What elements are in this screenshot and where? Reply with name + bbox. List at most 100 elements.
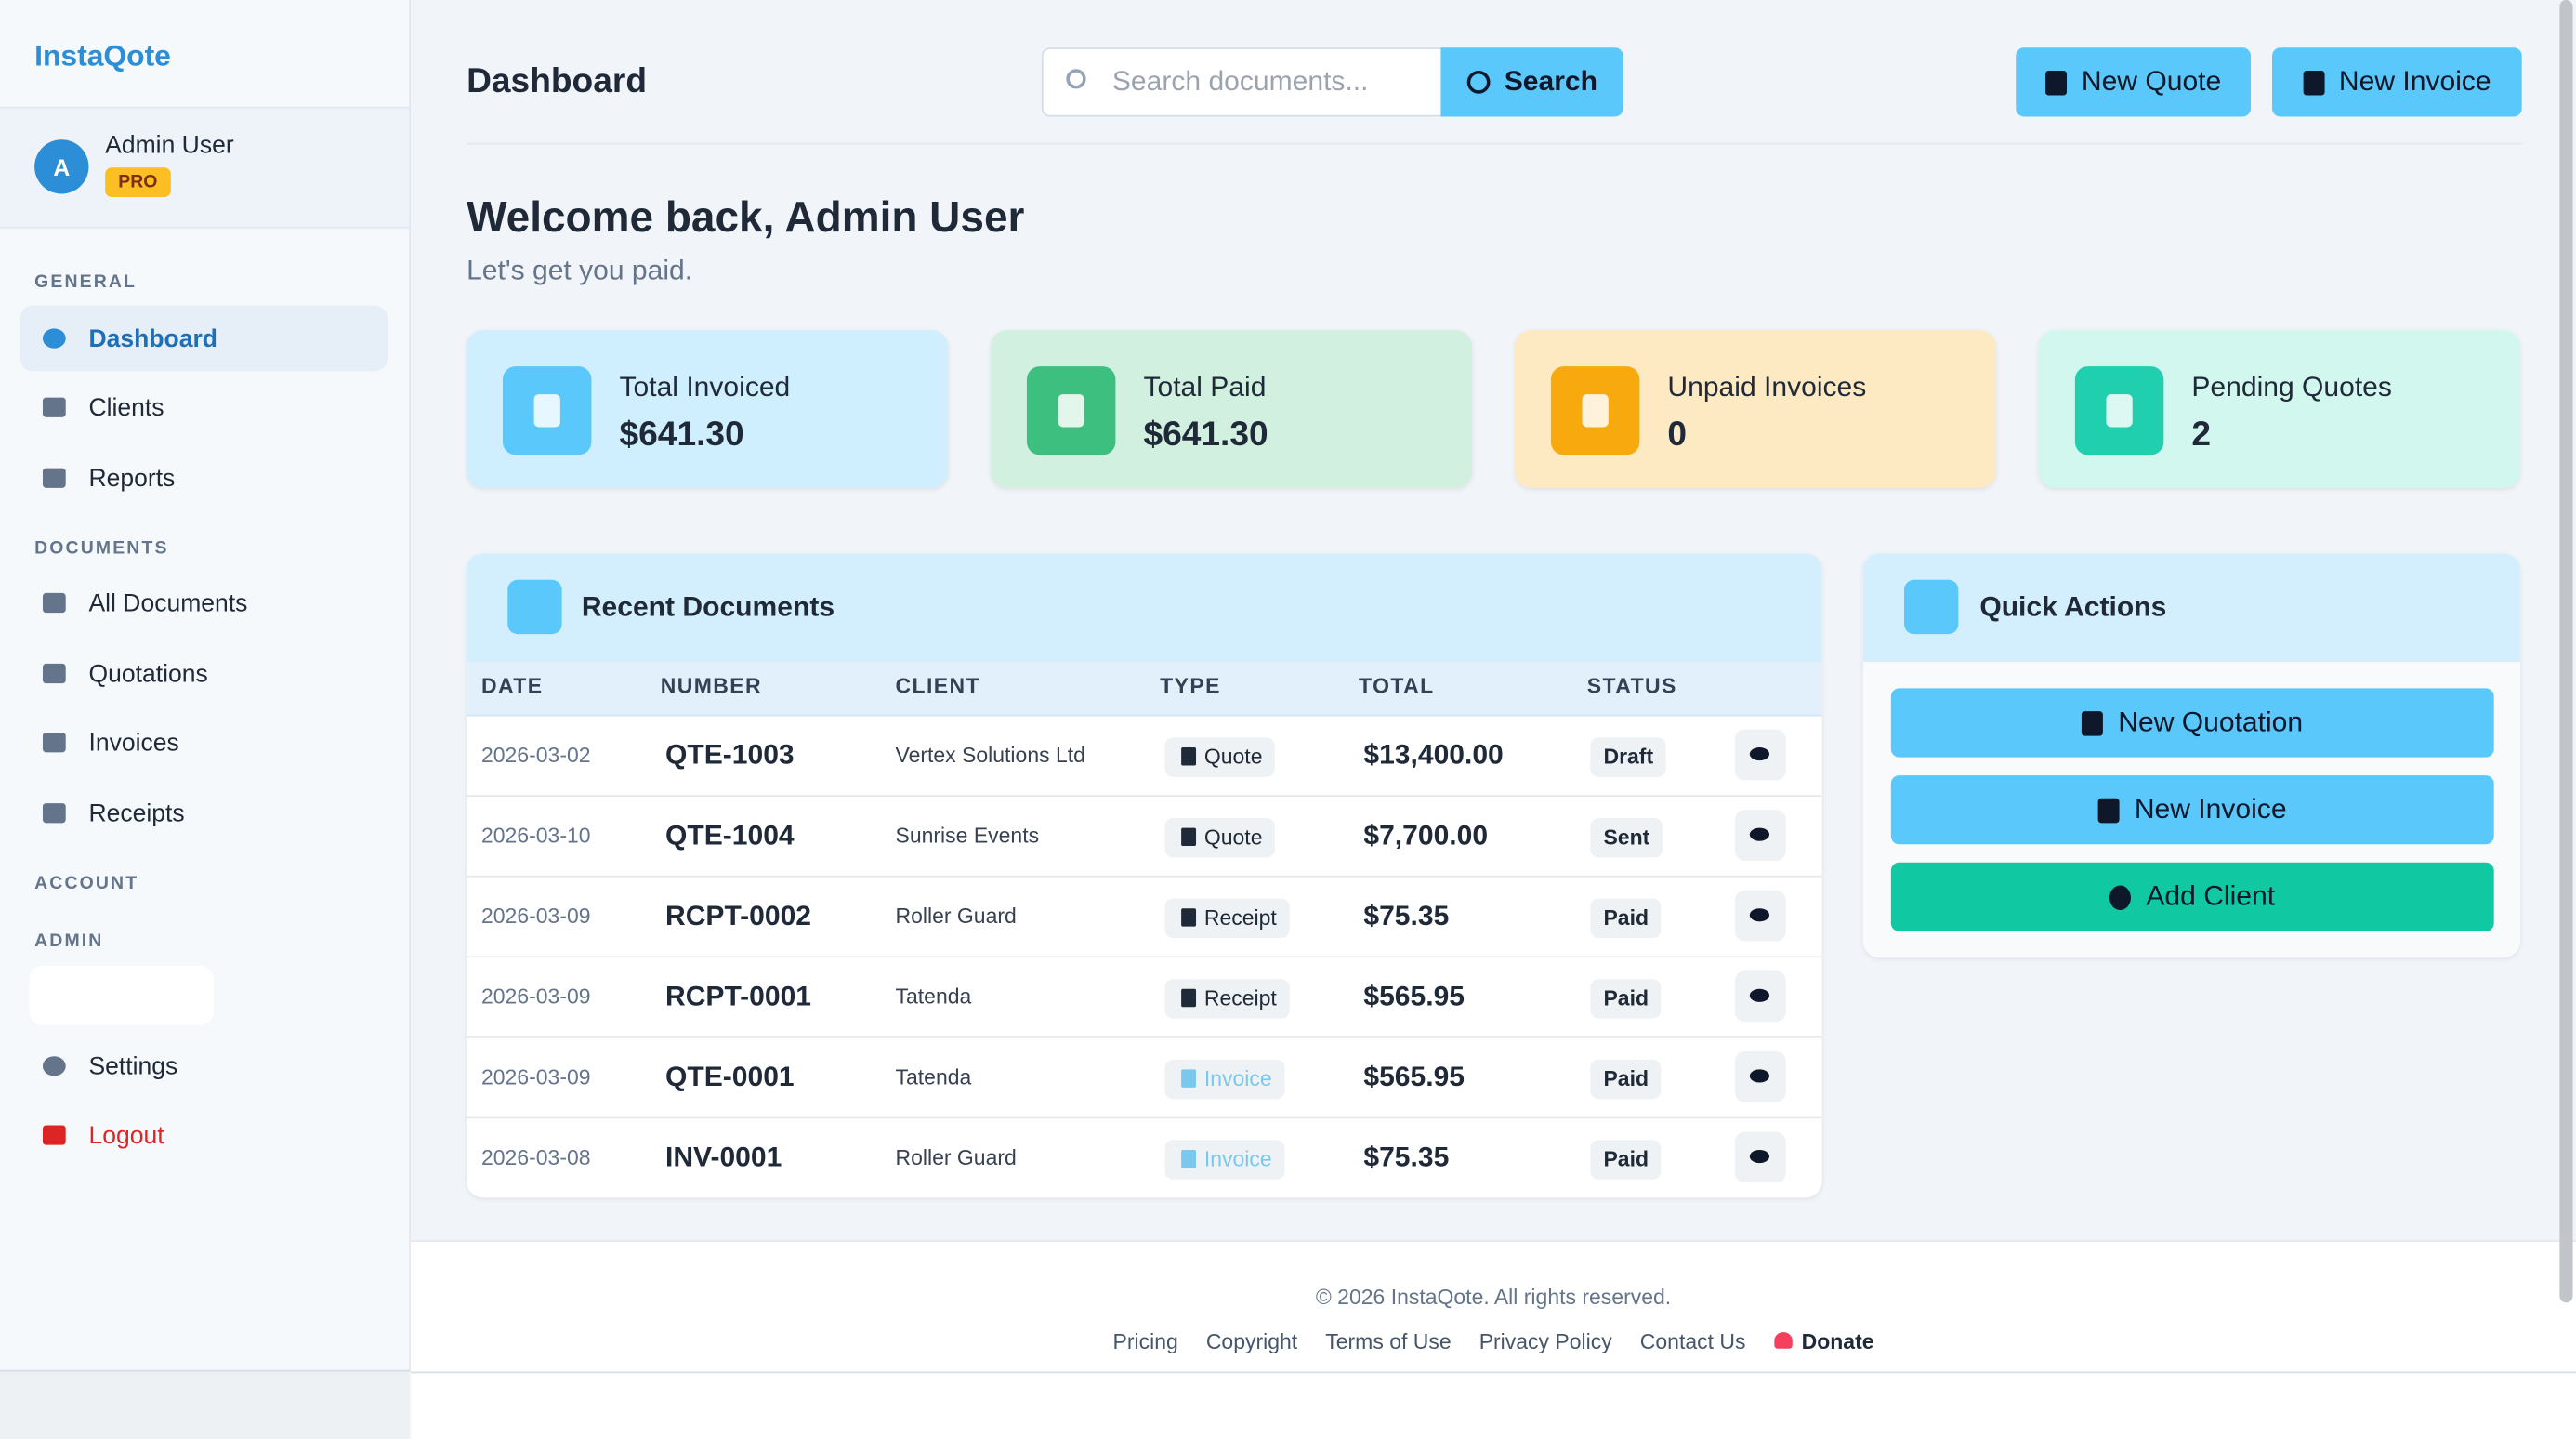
link-label: Terms of Use	[1325, 1328, 1452, 1354]
section-heading: DOCUMENTS	[34, 538, 169, 559]
nav-item[interactable]: Clients	[20, 375, 388, 441]
client: Roller Guard	[895, 1144, 1017, 1170]
nav-item[interactable]: Reports	[20, 445, 388, 511]
footer	[410, 1240, 2576, 1374]
stat-label: Total Invoiced	[619, 371, 791, 403]
footer-link[interactable]: Pricing	[1113, 1329, 1178, 1354]
view-button[interactable]	[1734, 970, 1786, 1023]
stat-card: Unpaid Invoices 0	[1515, 330, 1996, 488]
document-number[interactable]: RCPT-0001	[664, 980, 812, 1012]
table-row: 2026-03-08 INV-0001 Roller Guard Invoice $75…	[467, 1118, 1822, 1198]
eye-icon	[1749, 827, 1770, 841]
date: 2026-03-09	[480, 1064, 591, 1089]
footer-link[interactable]: Copyright	[1206, 1329, 1297, 1354]
column-header: STATUS	[1586, 673, 1677, 699]
footer-link[interactable]: Donate	[1773, 1328, 1874, 1354]
footer-link[interactable]: Terms of Use	[1325, 1329, 1451, 1354]
button-label: New Invoice	[2134, 793, 2287, 825]
panel-header	[1862, 553, 2520, 663]
search-input[interactable]: Search documents...	[1041, 47, 1446, 117]
heart-icon	[1773, 1332, 1793, 1349]
page-bottom	[410, 1371, 2576, 1439]
nav-label: All Documents	[88, 588, 248, 617]
footer-link[interactable]: Privacy Policy	[1479, 1329, 1612, 1354]
nav-item[interactable]: All Documents	[20, 570, 388, 636]
client: Sunrise Events	[895, 823, 1040, 848]
nav-label: Reports	[88, 464, 176, 493]
nav-label: Receipts	[88, 799, 185, 827]
date: 2026-03-09	[480, 903, 591, 929]
document-number[interactable]: INV-0001	[664, 1142, 782, 1173]
divider	[467, 142, 2522, 145]
nav-item[interactable]: Quotations	[20, 640, 388, 706]
stat-card: Total Invoiced $641.30	[467, 330, 949, 488]
status-badge: Draft	[1590, 737, 1667, 777]
welcome-title: Welcome back, Admin User	[467, 191, 1025, 242]
nav-item[interactable]: Settings	[20, 1034, 388, 1100]
view-button[interactable]	[1734, 729, 1786, 781]
footer-links: Pricing Copyright Terms of Use Privacy Poli…	[411, 1329, 2576, 1354]
type-icon	[1181, 908, 1197, 927]
nav-label: Logout	[88, 1121, 164, 1150]
document-number[interactable]: QTE-1004	[664, 819, 795, 852]
icon-glyph	[1058, 394, 1084, 428]
user-name: Admin User	[105, 131, 234, 160]
blank-slot	[29, 966, 214, 1025]
stat-label: Pending Quotes	[2191, 371, 2392, 403]
new-quote-button[interactable]: New Quote	[2016, 47, 2252, 117]
link-label: Donate	[1801, 1328, 1874, 1354]
column-header: TYPE	[1160, 673, 1221, 699]
eye-icon	[1749, 908, 1770, 922]
stat-value: $641.30	[1143, 416, 1268, 454]
link-label: Privacy Policy	[1479, 1328, 1612, 1354]
total: $75.35	[1363, 900, 1450, 931]
status-badge: Paid	[1590, 1140, 1663, 1180]
nav-label: Settings	[88, 1051, 178, 1080]
view-button[interactable]	[1734, 1050, 1786, 1102]
eye-icon	[1749, 988, 1770, 1002]
new-quotation-button[interactable]: New Quotation	[1890, 688, 2494, 758]
panel-title: Recent Documents	[581, 591, 835, 623]
date: 2026-03-02	[480, 742, 591, 768]
sidebar: InstaQote A Admin User PRO GENERAL Dashb…	[0, 0, 411, 1372]
new-invoice-action[interactable]: New Invoice	[1890, 775, 2494, 845]
panel-title: Quick Actions	[1979, 591, 2167, 623]
nav-item[interactable]: Receipts	[20, 780, 388, 846]
status-badge: Paid	[1590, 979, 1663, 1019]
nav-item[interactable]: Dashboard	[20, 305, 388, 372]
column-header: NUMBER	[660, 673, 763, 699]
view-button[interactable]	[1734, 810, 1786, 861]
document-number[interactable]: QTE-0001	[664, 1061, 795, 1093]
footer-link[interactable]: Contact Us	[1640, 1329, 1746, 1354]
add-client-button[interactable]: Add Client	[1890, 862, 2494, 931]
search-button[interactable]: Search	[1440, 47, 1623, 117]
button-label: New Invoice	[2338, 65, 2491, 98]
view-button[interactable]	[1734, 1131, 1786, 1183]
nav-item[interactable]: Logout	[20, 1102, 388, 1168]
eye-icon	[1749, 747, 1770, 761]
new-invoice-button[interactable]: New Invoice	[2272, 47, 2522, 117]
stat-value: $641.30	[619, 416, 744, 454]
stat-icon	[1026, 366, 1116, 455]
search-icon	[1066, 69, 1086, 89]
type-icon	[1181, 827, 1197, 847]
nav-item[interactable]: Invoices	[20, 709, 388, 775]
copyright: © 2026 InstaQote. All rights reserved.	[1315, 1284, 1672, 1310]
stat-value: 0	[1667, 416, 1688, 454]
document-number[interactable]: RCPT-0002	[664, 900, 812, 931]
view-button[interactable]	[1734, 890, 1786, 942]
button-label: Search	[1504, 65, 1598, 98]
search-placeholder: Search documents...	[1111, 65, 1369, 98]
avatar: A	[34, 139, 89, 194]
sidebar-foot	[0, 1371, 410, 1439]
brand[interactable]: InstaQote	[34, 39, 171, 73]
table-row: 2026-03-09 QTE-0001 Tatenda Invoice $565.95 P…	[467, 1037, 1822, 1119]
link-label: Copyright	[1205, 1328, 1298, 1354]
icon-glyph	[1582, 394, 1609, 428]
document-number[interactable]: QTE-1003	[664, 739, 795, 771]
scrollbar	[2559, 0, 2573, 1303]
button-label: New Quotation	[2118, 706, 2304, 738]
icon-glyph	[2106, 394, 2133, 428]
client: Roller Guard	[895, 903, 1017, 929]
